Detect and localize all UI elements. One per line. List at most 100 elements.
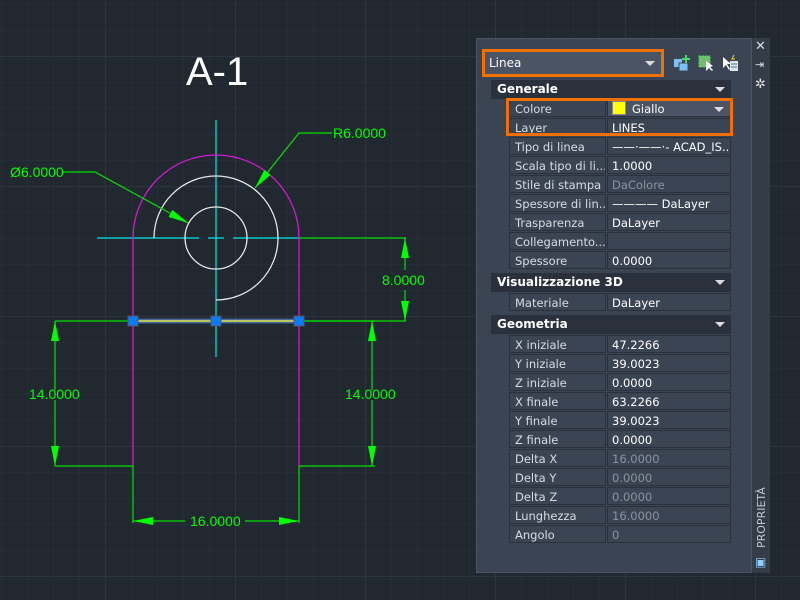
- property-label: Z iniziale: [509, 373, 606, 391]
- left-height-dimension[interactable]: 14.0000: [29, 386, 80, 402]
- property-label: X finale: [509, 392, 606, 410]
- selected-line[interactable]: [127, 315, 305, 327]
- object-type-select[interactable]: Linea: [482, 49, 664, 77]
- property-row-colore[interactable]: Colore Giallo: [509, 99, 731, 118]
- property-row-collegamento[interactable]: Collegamento...: [509, 232, 731, 251]
- add-selection-icon[interactable]: [673, 54, 691, 72]
- property-row-x-iniziale[interactable]: X iniziale 47.2266: [509, 335, 731, 354]
- property-value[interactable]: 0.0000: [607, 468, 731, 486]
- property-value[interactable]: ———— DaLayer: [607, 194, 731, 212]
- diameter-dimension[interactable]: Ø6.0000: [10, 164, 64, 180]
- color-swatch: [612, 101, 626, 115]
- property-row-spessore-di-lin[interactable]: Spessore di lin... ———— DaLayer: [509, 194, 731, 213]
- property-label: Spessore: [509, 251, 606, 269]
- property-label: Y finale: [509, 411, 606, 429]
- grip-start: [127, 315, 139, 327]
- property-value[interactable]: 1.0000: [607, 156, 731, 174]
- property-row-z-iniziale[interactable]: Z iniziale 0.0000: [509, 373, 731, 392]
- property-label: Delta Y: [509, 468, 606, 486]
- property-row-x-finale[interactable]: X finale 63.2266: [509, 392, 731, 411]
- section-title: Generale: [497, 82, 558, 96]
- outer-arc[interactable]: [153, 175, 279, 301]
- property-value[interactable]: 0.0000: [607, 373, 731, 391]
- grip-mid: [210, 315, 222, 327]
- property-row-delta-y[interactable]: Delta Y 0.0000: [509, 468, 731, 487]
- property-label: Y iniziale: [509, 354, 606, 372]
- properties-icon[interactable]: ▣: [755, 555, 767, 569]
- property-row-trasparenza[interactable]: Trasparenza DaLayer: [509, 213, 731, 232]
- properties-panel: Linea Generale Visualizzazione 3D Geomet…: [476, 38, 752, 573]
- height-dimension[interactable]: 8.0000: [382, 272, 425, 288]
- inner-hole[interactable]: [184, 206, 248, 270]
- property-value[interactable]: 39.0023: [607, 411, 731, 429]
- property-label: Delta X: [509, 449, 606, 467]
- section-visualizzazione-3d[interactable]: Visualizzazione 3D: [491, 273, 731, 292]
- property-row-angolo[interactable]: Angolo 0: [509, 525, 731, 544]
- panel-side-strip: ✕ ⇥ ✲ ▣: [752, 38, 770, 573]
- property-row-delta-z[interactable]: Delta Z 0.0000: [509, 487, 731, 506]
- dimension-lines: [51, 132, 409, 525]
- property-value[interactable]: DaLayer: [607, 213, 731, 231]
- property-label: Scala tipo di li...: [509, 156, 606, 174]
- property-value[interactable]: 0.0000: [607, 487, 731, 505]
- panel-side-label: PROPRIETÀ: [755, 487, 768, 548]
- property-value[interactable]: 63.2266: [607, 392, 731, 410]
- radius-dimension[interactable]: R6.0000: [333, 125, 386, 141]
- property-label: Collegamento...: [509, 232, 606, 250]
- property-value[interactable]: ——·——·- ACAD_IS...: [607, 137, 731, 155]
- collapse-icon: [715, 280, 725, 285]
- quick-select-icon[interactable]: [697, 54, 715, 72]
- property-value[interactable]: [607, 232, 731, 250]
- property-row-spessore[interactable]: Spessore 0.0000: [509, 251, 731, 270]
- property-row-delta-x[interactable]: Delta X 16.0000: [509, 449, 731, 468]
- property-row-stile-di-stampa[interactable]: Stile di stampa DaColore: [509, 175, 731, 194]
- property-label: Materiale: [509, 293, 606, 311]
- auto-hide-icon[interactable]: ⇥: [755, 58, 765, 71]
- property-value[interactable]: 0: [607, 525, 731, 543]
- property-row-y-finale[interactable]: Y finale 39.0023: [509, 411, 731, 430]
- width-dimension[interactable]: 16.0000: [190, 513, 241, 529]
- property-row-lunghezza[interactable]: Lunghezza 16.0000: [509, 506, 731, 525]
- property-value[interactable]: DaLayer: [607, 293, 731, 311]
- chevron-down-icon: [645, 61, 655, 66]
- section-generale[interactable]: Generale: [491, 80, 731, 99]
- chevron-down-icon[interactable]: [714, 107, 724, 112]
- property-row-materiale[interactable]: Materiale DaLayer: [509, 293, 731, 312]
- toggle-pickadd-icon[interactable]: [721, 54, 739, 72]
- property-value[interactable]: 0.0000: [607, 251, 731, 269]
- highlight-box: [506, 98, 733, 136]
- property-label: Spessore di lin...: [509, 194, 606, 212]
- property-value[interactable]: 16.0000: [607, 449, 731, 467]
- property-label: Angolo: [509, 525, 606, 543]
- drawing-title: A-1: [186, 50, 249, 94]
- property-row-z-finale[interactable]: Z finale 0.0000: [509, 430, 731, 449]
- property-value[interactable]: 16.0000: [607, 506, 731, 524]
- property-label: X iniziale: [509, 335, 606, 353]
- collapse-icon: [715, 87, 725, 92]
- property-label: Z finale: [509, 430, 606, 448]
- property-value[interactable]: 39.0023: [607, 354, 731, 372]
- gear-icon[interactable]: ✲: [755, 77, 766, 92]
- property-row-tipo-di-linea[interactable]: Tipo di linea ——·——·- ACAD_IS...: [509, 137, 731, 156]
- right-height-dimension[interactable]: 14.0000: [345, 386, 396, 402]
- part-outline[interactable]: [132, 154, 300, 466]
- property-row-scala-tipo-di-li[interactable]: Scala tipo di li... 1.0000: [509, 156, 731, 175]
- property-label: Delta Z: [509, 487, 606, 505]
- property-label: Tipo di linea: [509, 137, 606, 155]
- object-type-label: Linea: [489, 56, 522, 70]
- property-value[interactable]: DaColore: [607, 175, 731, 193]
- close-icon[interactable]: ✕: [755, 39, 766, 54]
- property-label: Lunghezza: [509, 506, 606, 524]
- property-value[interactable]: Giallo: [607, 99, 731, 117]
- property-value[interactable]: 0.0000: [607, 430, 731, 448]
- color-value: Giallo: [632, 102, 665, 116]
- property-label: Trasparenza: [509, 213, 606, 231]
- property-label: Stile di stampa: [509, 175, 606, 193]
- collapse-icon: [715, 322, 725, 327]
- grip-end: [293, 315, 305, 327]
- property-value[interactable]: 47.2266: [607, 335, 731, 353]
- section-title: Geometria: [497, 317, 568, 331]
- property-row-y-iniziale[interactable]: Y iniziale 39.0023: [509, 354, 731, 373]
- section-geometria[interactable]: Geometria: [491, 315, 731, 334]
